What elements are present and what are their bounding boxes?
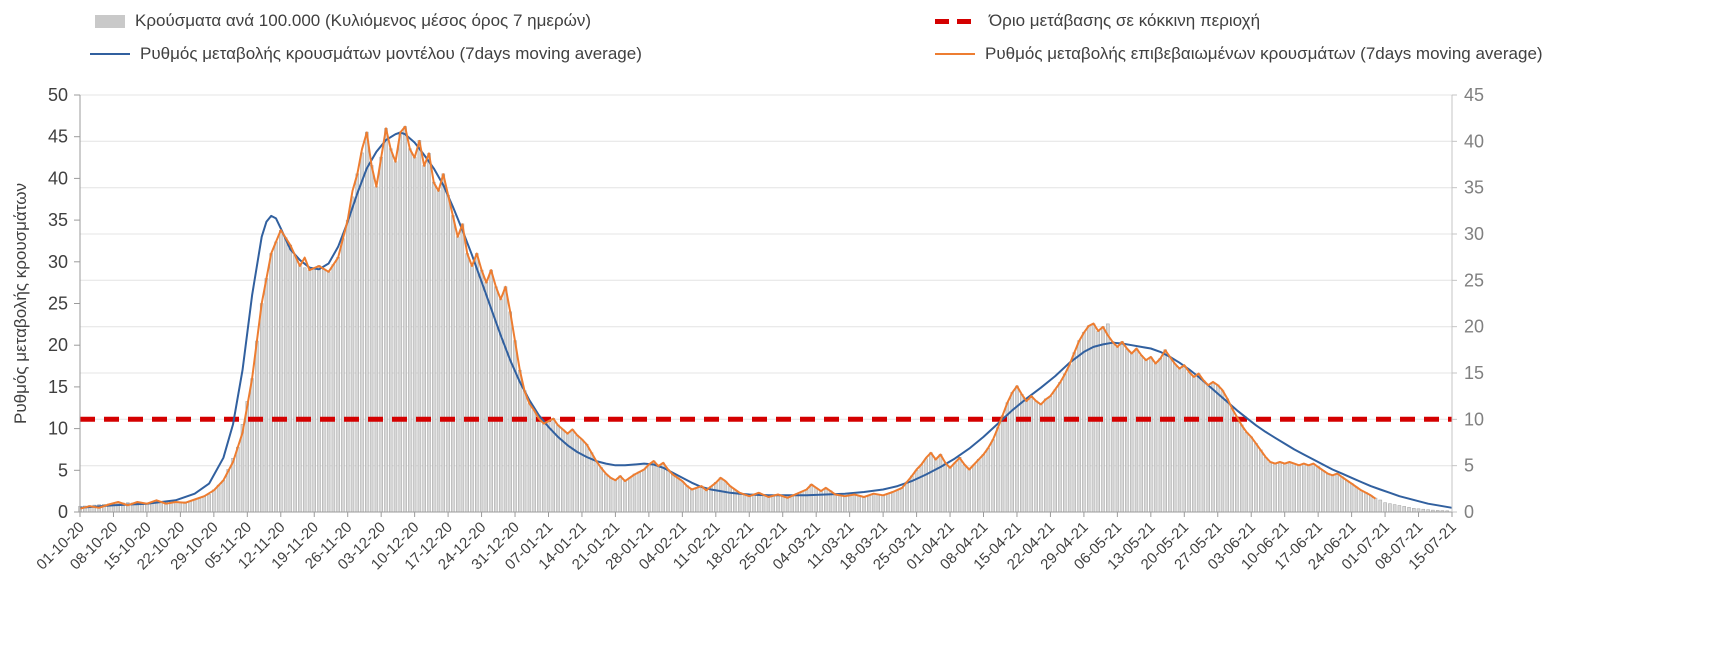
y-right-tick-label: 0: [1464, 502, 1474, 522]
y-axis-title: Ρυθμός μεταβολής κρουσμάτων: [11, 183, 30, 424]
y-left-tick-label: 0: [58, 502, 68, 522]
y-right-tick-label: 10: [1464, 409, 1484, 429]
confirmed-line: [79, 125, 1377, 510]
y-right-tick-label: 40: [1464, 131, 1484, 151]
threshold-legend-label: Όριο μετάβασης σε κόκκινη περιοχή: [989, 11, 1261, 30]
legend-item-threshold: Όριο μετάβασης σε κόκκινη περιοχή: [935, 11, 1260, 31]
y-right-tick-label: 20: [1464, 317, 1484, 337]
legend-item-confirmed: Ρυθμός μεταβολής επιβεβαιωμένων κρουσμάτ…: [935, 44, 1543, 64]
bars-legend-label: Κρούσματα ανά 100.000 (Κυλιόμενος μέσος …: [135, 11, 592, 30]
y-left-tick-label: 25: [48, 294, 68, 314]
y-right-tick-label: 5: [1464, 456, 1474, 476]
model-line: [79, 131, 1453, 509]
legend-item-bars: Κρούσματα ανά 100.000 (Κυλιόμενος μέσος …: [95, 11, 591, 31]
threshold-legend-swatch-icon: [935, 18, 979, 24]
y-left-tick-label: 35: [48, 210, 68, 230]
y-right-tick-label: 30: [1464, 224, 1484, 244]
model-legend-label: Ρυθμός μεταβολής κρουσμάτων μοντέλου (7d…: [140, 44, 642, 63]
y-left-tick-label: 40: [48, 168, 68, 188]
y-left-tick-label: 20: [48, 335, 68, 355]
y-left-tick-label: 10: [48, 419, 68, 439]
y-left-tick-label: 30: [48, 252, 68, 272]
bars-series: [78, 126, 1449, 513]
y-right-tick-label: 45: [1464, 85, 1484, 105]
y-right-tick-label: 15: [1464, 363, 1484, 383]
bars-legend-swatch-icon: [95, 14, 125, 28]
y-left-tick-label: 45: [48, 127, 68, 147]
legend-item-model: Ρυθμός μεταβολής κρουσμάτων μοντέλου (7d…: [90, 44, 642, 64]
confirmed-legend-swatch-icon: [935, 53, 975, 55]
model-legend-swatch-icon: [90, 53, 130, 55]
y-left-tick-label: 15: [48, 377, 68, 397]
confirmed-legend-label: Ρυθμός μεταβολής επιβεβαιωμένων κρουσμάτ…: [985, 44, 1543, 63]
y-right-tick-label: 35: [1464, 178, 1484, 198]
y-right-tick-label: 25: [1464, 270, 1484, 290]
y-left-tick-label: 50: [48, 85, 68, 105]
y-left-tick-label: 5: [58, 460, 68, 480]
